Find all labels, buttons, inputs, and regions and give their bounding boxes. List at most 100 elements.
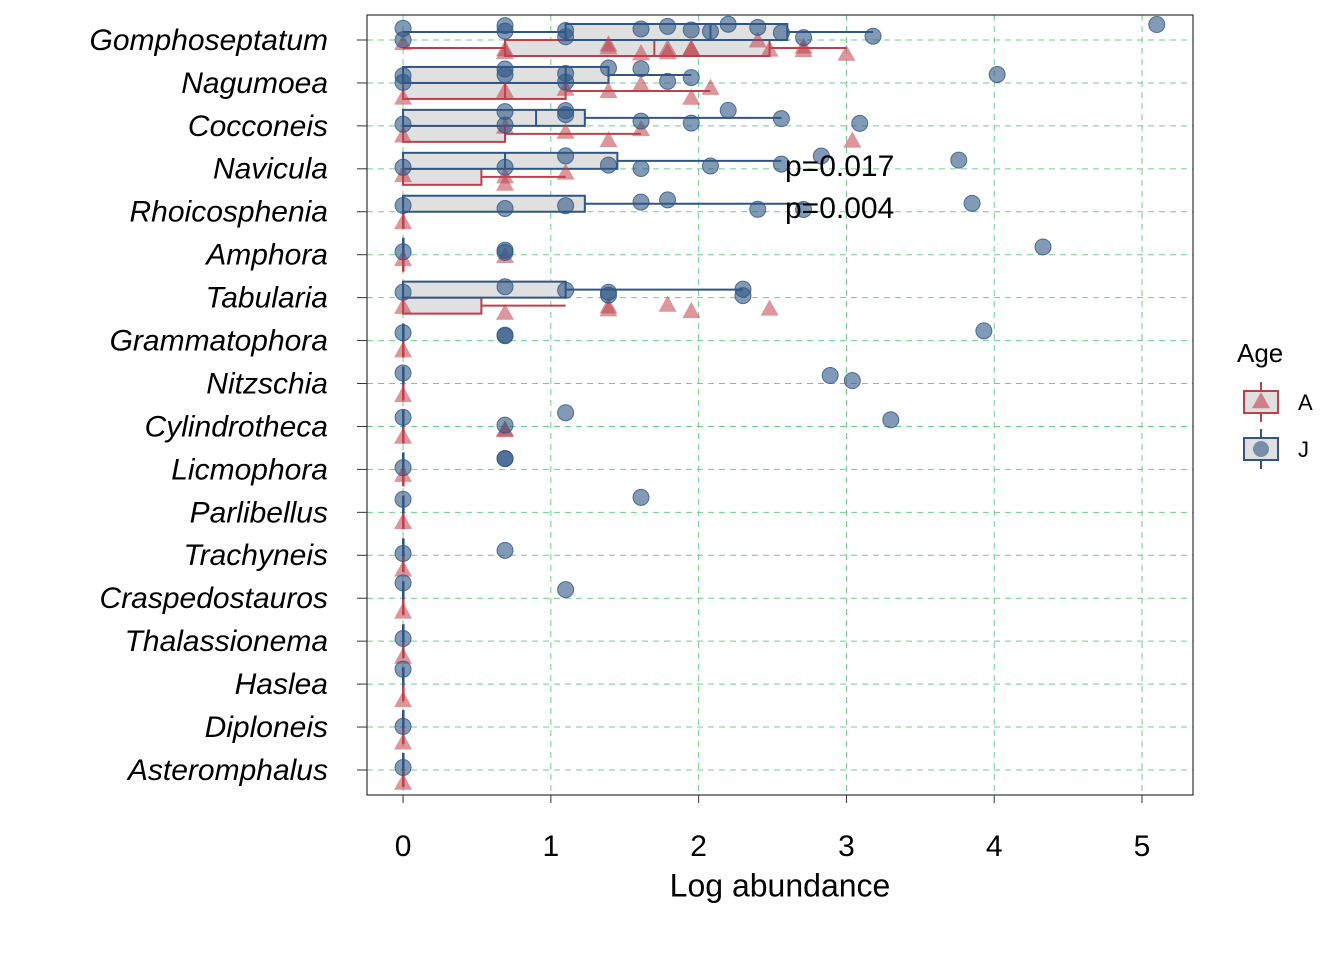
point [795,29,813,47]
point [632,112,650,130]
y-tick-label: Amphora [204,239,328,272]
point [760,299,779,316]
x-tick-label: 3 [838,830,855,863]
point [496,416,514,434]
point [394,212,413,230]
box [402,124,507,143]
point [632,60,650,78]
point [658,39,677,56]
y-tick-label: Navicula [213,153,328,186]
point [1148,16,1166,34]
point [864,27,882,45]
legend-title: Age [1237,338,1283,368]
point [599,286,617,304]
x-tick-label: 2 [690,830,707,863]
panel-border [366,14,1194,796]
y-tick-label: Asteromphalus [126,754,328,787]
point [496,541,514,559]
point [394,717,412,735]
point [1034,238,1052,256]
point [599,130,618,148]
point [599,297,618,314]
y-tick-label: Nagumoea [181,67,328,100]
box [402,167,483,186]
point [394,243,412,261]
point [496,116,514,134]
point [557,147,575,165]
x-axis-title: Log abundance [670,867,891,903]
point [394,115,412,133]
point [394,560,413,577]
point [734,280,752,298]
box [402,296,483,315]
point [682,88,701,105]
annotation: p=0.017 [785,150,894,183]
point [963,194,981,212]
point [394,459,412,477]
y-tick-label: Cylindrotheca [145,410,328,443]
y-tick-label: Parlibellus [190,496,328,529]
point [950,151,968,169]
point [394,31,412,49]
point [496,450,514,468]
x-tick-label: 0 [395,830,412,863]
point [496,81,515,98]
x-tick-label: 1 [543,830,560,863]
point [496,243,514,261]
legend-key [1253,441,1269,457]
point [599,156,617,174]
point [772,155,790,173]
legend-label: A [1298,390,1313,415]
point [394,364,412,382]
point [659,72,677,90]
point [557,64,575,82]
point [599,59,617,77]
point [394,630,412,648]
point [843,372,861,390]
point [851,114,869,132]
point [719,101,737,119]
point [496,303,515,320]
point [394,88,413,105]
point [394,283,412,301]
point [394,602,413,619]
point [557,581,575,599]
point [821,367,839,385]
point [599,35,618,52]
point [394,758,412,776]
point [632,193,650,211]
point [556,163,575,180]
point [632,75,651,92]
y-tick-label: Nitzschia [206,367,328,400]
point [394,574,412,592]
point [557,21,575,39]
point [749,18,767,36]
point [659,191,677,209]
point [748,31,767,48]
y-tick-label: Tabularia [206,282,328,315]
point [682,21,700,39]
point [496,326,514,344]
point [837,44,856,61]
y-tick-label: Grammatophora [110,325,328,358]
point [682,114,700,132]
point [772,110,790,128]
point [496,40,515,57]
point [682,301,701,319]
y-tick-label: Haslea [235,668,328,701]
legend-label: J [1298,437,1309,462]
point [632,20,650,38]
point [557,404,575,422]
y-tick-label: Gomphoseptatum [90,24,328,57]
point [496,22,514,40]
point [394,73,412,91]
point [682,39,701,56]
point [394,490,412,508]
point [988,65,1006,83]
box [402,280,567,299]
point [394,324,412,342]
y-tick-label: Trachyneis [184,539,329,572]
point [795,201,813,219]
point [394,341,413,358]
point [394,544,412,562]
